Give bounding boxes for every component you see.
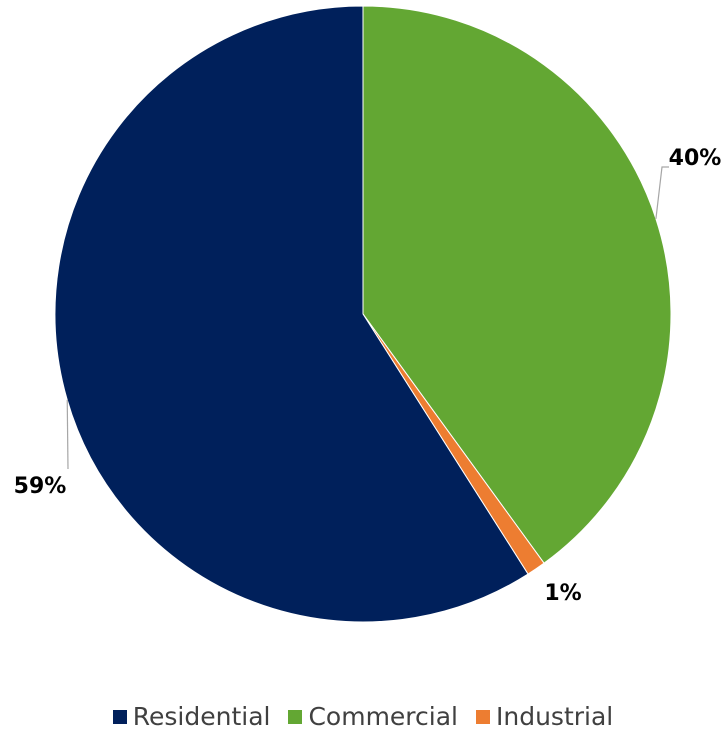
data-label-residential: 59% [14,474,67,499]
legend-swatch-commercial [288,709,303,724]
legend-item-residential: Residential [112,702,271,731]
leader-line-commercial [655,166,669,219]
legend-label-residential: Residential [132,702,271,731]
pie-slice-residential [54,5,529,623]
data-label-commercial: 40% [669,146,722,171]
leader-lines [66,166,669,470]
legend-item-commercial: Commercial [288,702,458,731]
data-label-industrial: 1% [544,581,581,606]
data-labels: 40% 1% 59% [14,146,722,606]
pie-slice-commercial [362,5,672,564]
legend-label-commercial: Commercial [308,702,458,731]
legend: Residential Commercial Industrial [0,702,726,731]
legend-swatch-industrial [476,709,490,724]
legend-swatch-residential [112,709,127,724]
pie-slices [54,5,672,623]
legend-item-industrial: Industrial [476,702,613,731]
leader-line-residential [66,399,69,470]
legend-label-industrial: Industrial [496,702,614,731]
